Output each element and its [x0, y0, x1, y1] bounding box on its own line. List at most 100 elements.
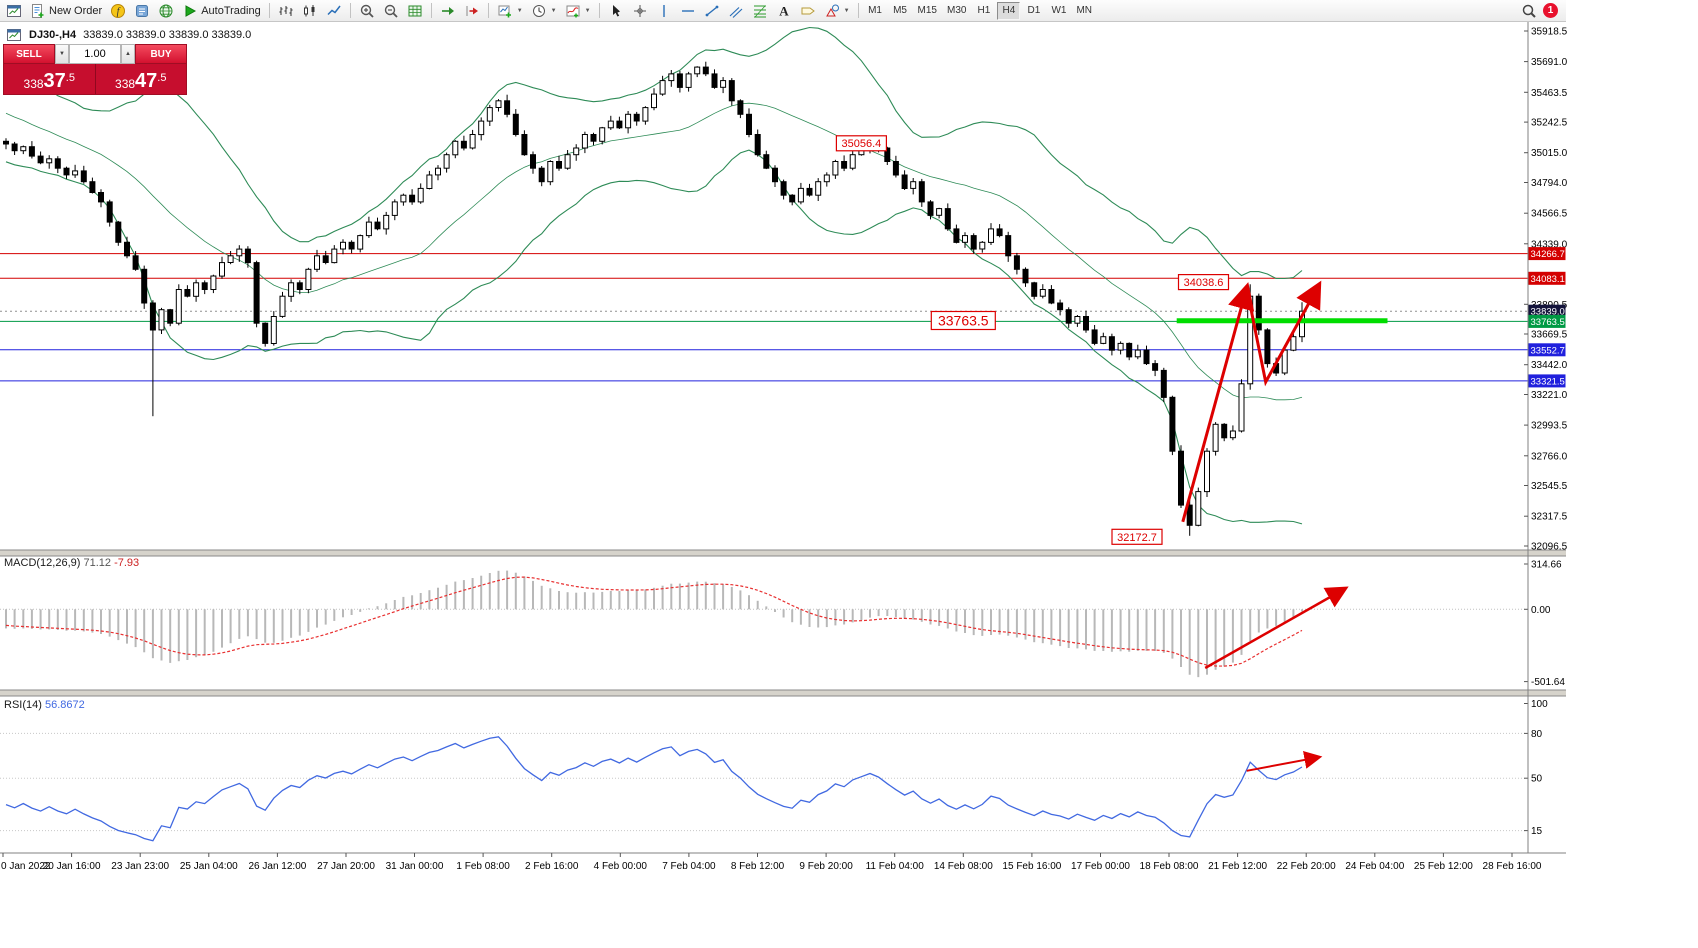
rsi-name: RSI(14): [4, 699, 42, 711]
svg-text:34266.7: 34266.7: [1531, 249, 1565, 260]
volume-decrease-button[interactable]: ▼: [55, 44, 69, 64]
timeframe-h4-button[interactable]: H4: [997, 1, 1021, 20]
horizontal-line-button[interactable]: [676, 1, 700, 21]
ohlc-values: 33839.0 33839.0 33839.0 33839.0: [83, 29, 252, 41]
svg-text:f: f: [117, 6, 121, 17]
svg-text:0 Jan 2022: 0 Jan 2022: [1, 861, 51, 872]
timeframe-d1-button[interactable]: D1: [1022, 2, 1045, 20]
timeframe-h1-button[interactable]: H1: [972, 2, 995, 20]
svg-text:35242.5: 35242.5: [1531, 118, 1568, 129]
toolbar-separator: [487, 3, 489, 18]
bar-chart-mode-button[interactable]: [274, 1, 298, 21]
text-label-button[interactable]: [796, 1, 820, 21]
toolbar-separator: [349, 3, 351, 18]
buy-button[interactable]: BUY: [135, 44, 187, 64]
indicators-list-button[interactable]: ▼: [561, 1, 595, 21]
crosshair-button[interactable]: [628, 1, 652, 21]
svg-text:35691.0: 35691.0: [1531, 57, 1568, 68]
macd-indicator-label: MACD(12,26,9) 71.12 -7.93: [4, 557, 139, 569]
svg-text:22 Feb 20:00: 22 Feb 20:00: [1277, 861, 1336, 872]
toolbar-separator: [430, 3, 432, 18]
volume-input[interactable]: [69, 44, 121, 64]
line-chart-mode-button[interactable]: [322, 1, 346, 21]
cursor-icon: [608, 3, 624, 19]
new-order-button[interactable]: New Order: [26, 1, 106, 21]
profiles-icon: [531, 3, 547, 19]
trendline-icon: [704, 3, 720, 19]
svg-text:32545.5: 32545.5: [1531, 481, 1568, 492]
svg-text:4 Feb 00:00: 4 Feb 00:00: [594, 861, 648, 872]
autotrading-button[interactable]: AutoTrading: [178, 1, 265, 21]
svg-text:18 Feb 08:00: 18 Feb 08:00: [1140, 861, 1199, 872]
svg-text:11 Feb 04:00: 11 Feb 04:00: [866, 861, 925, 872]
rsi-panel: 100 80 50 15: [0, 699, 1548, 842]
timeframe-m15-button[interactable]: M15: [914, 2, 941, 20]
svg-text:15 Feb 16:00: 15 Feb 16:00: [1002, 861, 1061, 872]
trendline-button[interactable]: [700, 1, 724, 21]
rsi-arrow: [1246, 751, 1323, 772]
svg-text:21 Feb 12:00: 21 Feb 12:00: [1208, 861, 1267, 872]
toolbar-separator: [857, 3, 859, 18]
macd-name: MACD(12,26,9): [4, 557, 81, 569]
price-divider: [94, 64, 96, 94]
timeframe-mn-button[interactable]: MN: [1072, 2, 1096, 20]
svg-text:34794.0: 34794.0: [1531, 178, 1568, 189]
scripts-icon: [134, 3, 150, 19]
svg-text:33763.5: 33763.5: [1531, 317, 1565, 328]
candlestick-mode-button[interactable]: [298, 1, 322, 21]
chart-window-button[interactable]: [2, 1, 26, 21]
symbol-label: DJ30-,H4: [29, 29, 77, 41]
new-chart-button[interactable]: ▼: [493, 1, 527, 21]
text-button[interactable]: A: [772, 1, 796, 21]
chart-shift-icon: [464, 3, 480, 19]
auto-scroll-button[interactable]: [436, 1, 460, 21]
vertical-line-button[interactable]: [652, 1, 676, 21]
equidistant-channel-button[interactable]: [724, 1, 748, 21]
svg-text:33763.5: 33763.5: [938, 313, 989, 329]
svg-text:27 Jan 20:00: 27 Jan 20:00: [317, 861, 375, 872]
shapes-icon: [824, 3, 840, 19]
bid-price: 338 37.5: [23, 70, 75, 92]
bid-ask-display[interactable]: 338 37.5 338 47.5: [3, 64, 187, 95]
shapes-button[interactable]: ▼: [820, 1, 854, 21]
tile-windows-button[interactable]: [403, 1, 427, 21]
cursor-button[interactable]: [604, 1, 628, 21]
macd-signal-value: -7.93: [114, 557, 140, 569]
svg-text:314.66: 314.66: [1531, 560, 1562, 571]
svg-text:33669.5: 33669.5: [1531, 330, 1568, 341]
svg-text:28 Feb 16:00: 28 Feb 16:00: [1483, 861, 1542, 872]
zoom-in-button[interactable]: [355, 1, 379, 21]
sell-button[interactable]: SELL: [3, 44, 55, 64]
timeframe-m5-button[interactable]: M5: [889, 2, 912, 20]
tile-windows-icon: [407, 3, 423, 19]
svg-text:32766.0: 32766.0: [1531, 451, 1568, 462]
chart-shift-button[interactable]: [460, 1, 484, 21]
search-button[interactable]: [1517, 1, 1541, 21]
volume-increase-button[interactable]: ▲: [121, 44, 135, 64]
svg-text:32317.5: 32317.5: [1531, 512, 1568, 523]
scripts-button[interactable]: [130, 1, 154, 21]
market-watch-button[interactable]: [154, 1, 178, 21]
timeframe-m30-button[interactable]: M30: [943, 2, 970, 20]
svg-text:33221.0: 33221.0: [1531, 390, 1568, 401]
profiles-button[interactable]: ▼: [527, 1, 561, 21]
zoom-out-button[interactable]: [379, 1, 403, 21]
fibonacci-button[interactable]: [748, 1, 772, 21]
expert-advisors-button[interactable]: f: [106, 1, 130, 21]
svg-text:23 Jan 23:00: 23 Jan 23:00: [111, 861, 169, 872]
auto-scroll-icon: [440, 3, 456, 19]
rsi-value: 56.8672: [44, 699, 85, 711]
notification-badge[interactable]: 1: [1543, 3, 1558, 18]
svg-text:25 Jan 04:00: 25 Jan 04:00: [180, 861, 238, 872]
chart-canvas[interactable]: 35056.4 34038.6 33763.5 32172.7 314.66 0.00 -5…: [0, 22, 1698, 948]
timeframe-w1-button[interactable]: W1: [1047, 2, 1070, 20]
toolbar: New Order f AutoTrading ▼ ▼ ▼ A ▼ M1 M5 M15 M30 H1 H4…: [0, 0, 1566, 22]
price-annotations: 35056.4 34038.6 33763.5 32172.7: [835, 135, 1230, 545]
svg-text:26 Jan 12:00: 26 Jan 12:00: [248, 861, 306, 872]
chart-window-icon: [6, 3, 22, 19]
vertical-line-icon: [656, 3, 672, 19]
svg-text:14 Feb 08:00: 14 Feb 08:00: [934, 861, 993, 872]
timeframe-m1-button[interactable]: M1: [864, 2, 887, 20]
svg-text:32096.5: 32096.5: [1531, 542, 1568, 553]
new-chart-icon: [497, 3, 513, 19]
